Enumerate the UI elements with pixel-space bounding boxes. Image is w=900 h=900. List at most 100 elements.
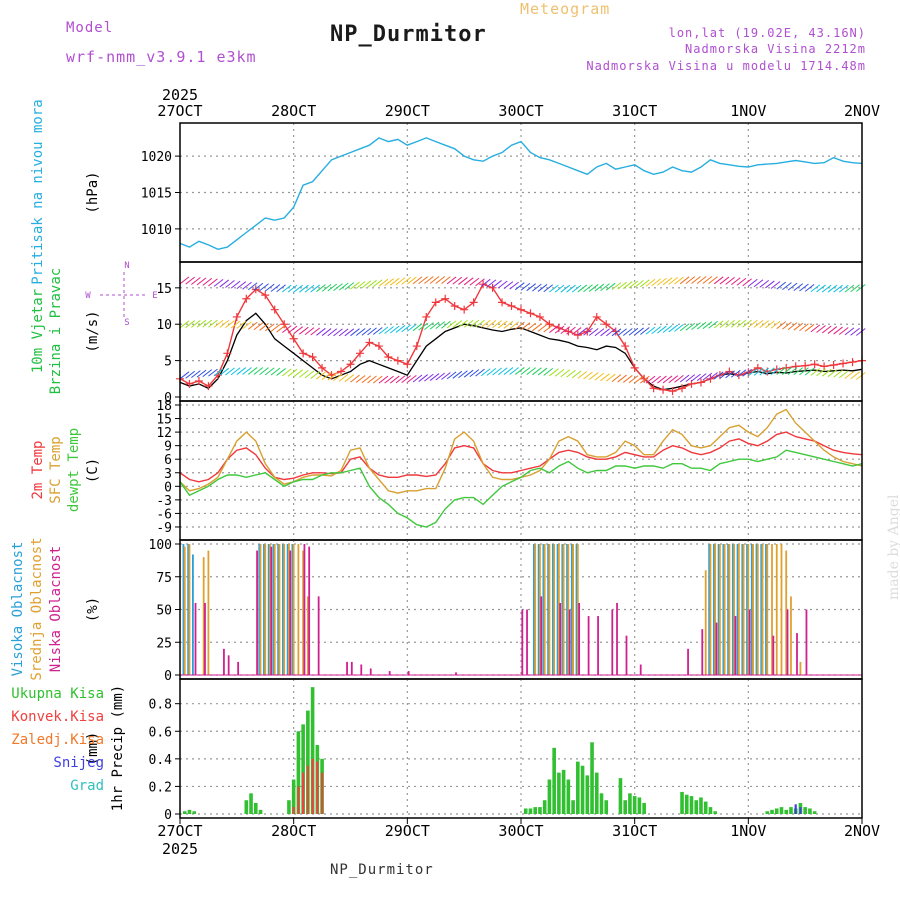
wind-arrow (827, 284, 838, 293)
wind-arrow (594, 328, 605, 337)
wind-arrow (281, 368, 292, 377)
precip-bar (296, 731, 301, 814)
wind-arrow (401, 276, 411, 285)
panel-cloud (175, 539, 863, 680)
y-tick-label: 0 (164, 669, 172, 684)
mid-cloud-title: Srednja Oblacnost (29, 537, 45, 680)
wind-arrow (191, 319, 201, 328)
wind-arrow (708, 276, 718, 285)
precip-bar (249, 793, 253, 814)
gust-marker (564, 327, 573, 336)
precip-bar (571, 800, 575, 814)
gust-marker (725, 367, 734, 376)
precip-bar (703, 801, 708, 814)
y-tick-label: 15 (156, 282, 172, 297)
wind-arrow (821, 284, 832, 293)
precip-bar (547, 779, 552, 814)
wind-arrow (685, 374, 696, 383)
gust-marker (687, 379, 696, 388)
wind-arrow (338, 282, 349, 291)
wind-arrow (429, 276, 440, 284)
wind-arrow (208, 278, 218, 287)
wind-arrow (429, 373, 440, 381)
gust-marker (337, 367, 346, 376)
wind-arrow (213, 319, 224, 328)
x-tick-label-top: 30OCT (498, 102, 543, 120)
precip-bar (557, 772, 561, 814)
series-line (179, 431, 863, 483)
precip-bar (320, 772, 324, 814)
wind-arrow (264, 367, 275, 376)
wind-arrow (793, 322, 804, 331)
wind-title-1: 10m Vjetar (30, 289, 46, 373)
wind-arrow (435, 321, 446, 330)
precip-bar (604, 800, 609, 814)
y-axis-unit: (%) (85, 597, 101, 622)
wind-arrow (344, 374, 355, 383)
wind-arrow (350, 281, 360, 290)
wind-arrow (691, 373, 701, 382)
wind-arrow (719, 276, 730, 285)
wind-arrow (668, 375, 679, 384)
wind-arrow (617, 328, 627, 337)
panel-pressure (175, 122, 863, 263)
wind-arrow (668, 324, 679, 333)
wind-arrow (702, 321, 713, 330)
precip-bar (192, 811, 197, 814)
wind-arrow (185, 276, 195, 285)
wind-arrow (316, 327, 326, 336)
gust-marker (223, 349, 232, 358)
precip-bar (642, 802, 646, 814)
wind-arrow (321, 283, 332, 292)
wind-arrow (384, 375, 394, 384)
wind-arrow (316, 284, 326, 293)
precip-bar (576, 761, 580, 814)
dir-N: N (124, 261, 129, 271)
precip-legend-3: Snijeg (53, 755, 104, 771)
wind-arrow (696, 321, 707, 330)
wind-arrow (407, 374, 417, 383)
wind-arrow (446, 371, 457, 380)
wind-arrow (765, 320, 775, 329)
wind-arrow (782, 321, 792, 330)
precip-bar (566, 779, 571, 814)
precip-bar (770, 809, 774, 814)
wind-arrow (640, 327, 650, 335)
wind-arrow (679, 323, 690, 332)
wind-arrow (696, 373, 707, 382)
wind-arrow (327, 328, 338, 337)
wind-arrow (230, 367, 241, 376)
precip-bar (803, 807, 807, 814)
wind-arrow (742, 368, 752, 377)
wind-arrow (622, 281, 633, 289)
precip-bar (585, 775, 590, 814)
wind-arrow (520, 282, 531, 291)
x-tick-label-top: 29OCT (385, 102, 430, 120)
precip-bar (291, 779, 296, 814)
wind-arrow (253, 367, 264, 375)
wind-arrow (617, 281, 627, 290)
wind-arrow (804, 284, 815, 292)
wind-arrow (696, 276, 707, 284)
wind-arrow (549, 284, 559, 293)
wind-arrow (713, 276, 724, 285)
y-tick-label: 0.2 (149, 780, 172, 795)
x-tick-label-top: 27OCT (157, 102, 202, 120)
wind-arrow (497, 320, 508, 329)
wind-arrow (412, 276, 423, 285)
wind-arrow (622, 375, 633, 383)
wind-arrow (185, 370, 195, 379)
x-tick-label-bottom: 1NOV (730, 822, 766, 840)
wind-arrow (679, 374, 690, 383)
wind-arrow (679, 276, 690, 285)
gust-marker (753, 363, 762, 372)
wind-arrow (856, 284, 866, 292)
precip-bar (301, 724, 305, 814)
wind-arrow (748, 319, 758, 328)
precip-bar (561, 769, 566, 814)
wind-arrow (372, 327, 383, 335)
wind-arrow (259, 367, 269, 376)
wind-arrow (645, 326, 656, 335)
wind-arrow (236, 367, 247, 375)
wind-arrow (372, 279, 383, 288)
